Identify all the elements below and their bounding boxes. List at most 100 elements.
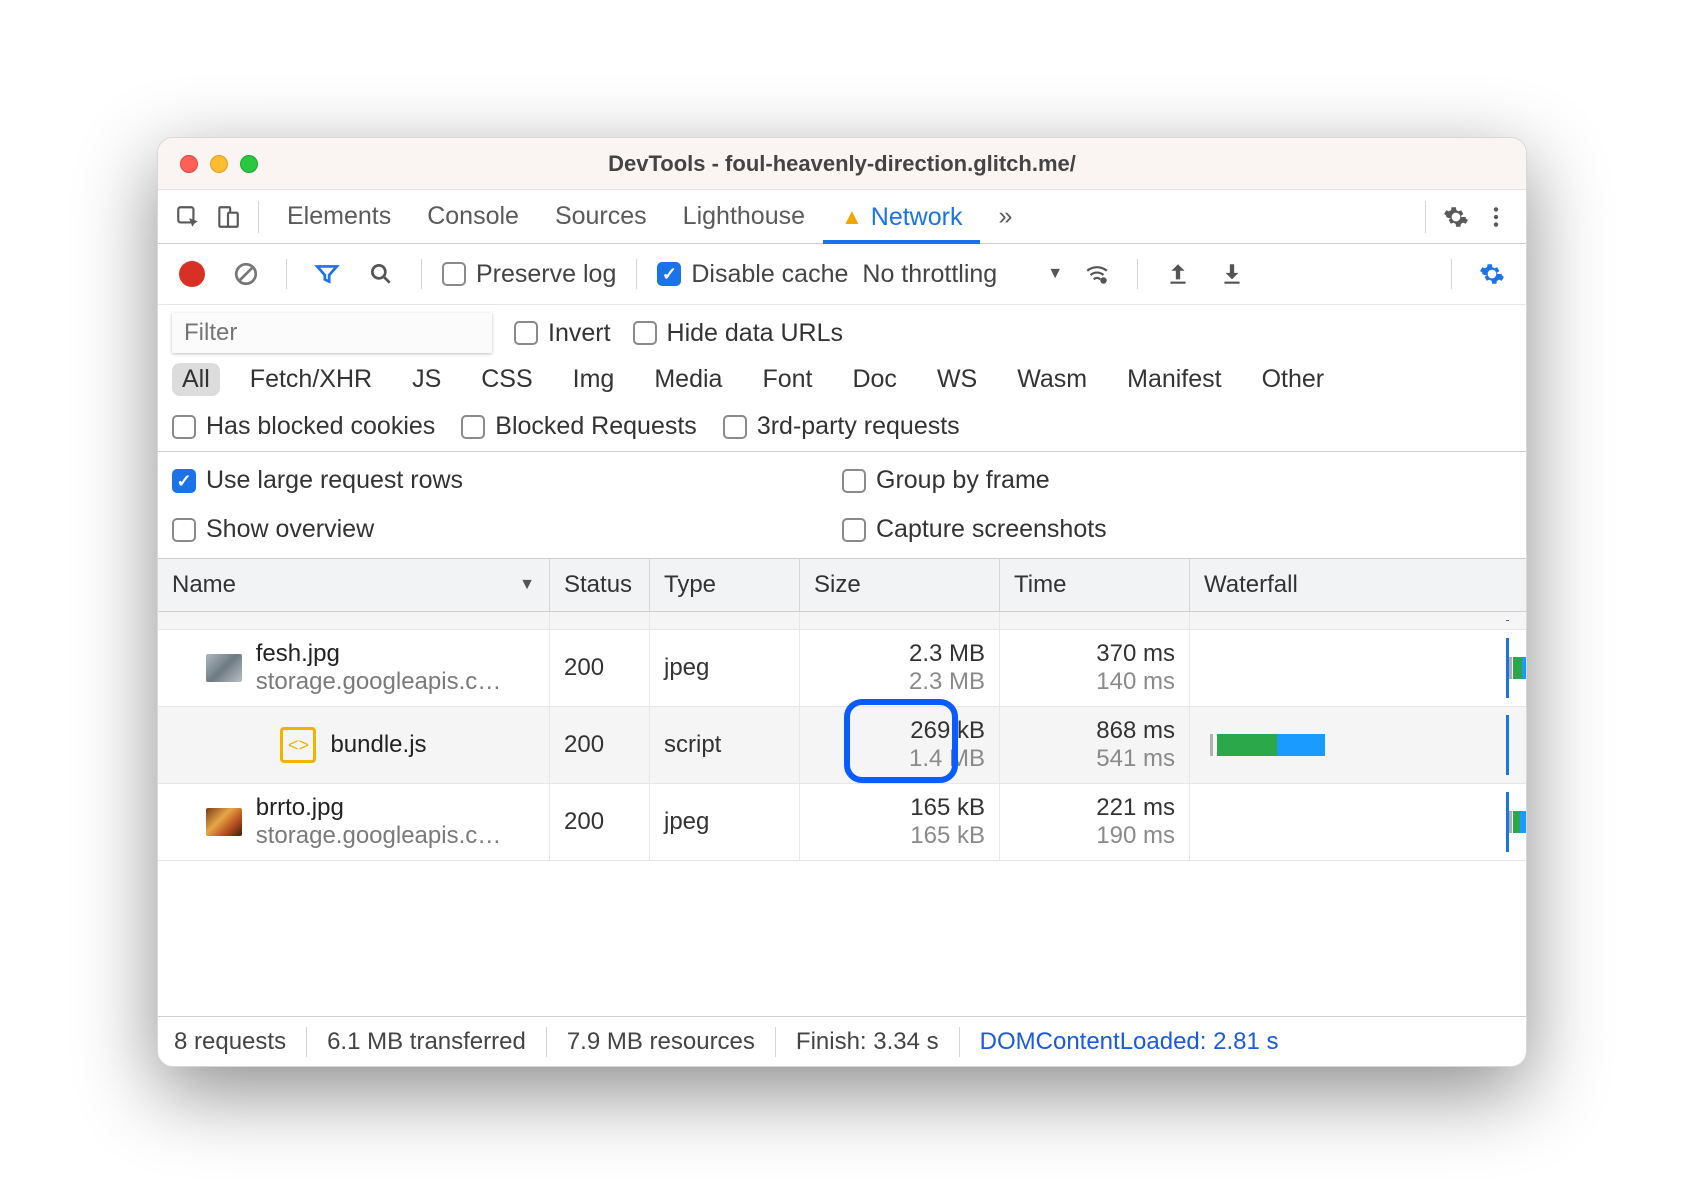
upload-har-icon[interactable] bbox=[1158, 254, 1198, 294]
filter-input[interactable] bbox=[172, 313, 492, 353]
blocked-requests-checkbox[interactable]: Blocked Requests bbox=[461, 412, 697, 441]
large-request-rows-checkbox[interactable]: Use large request rows bbox=[172, 466, 842, 495]
label: Use large request rows bbox=[206, 466, 463, 495]
cell-status: 200 bbox=[550, 630, 650, 706]
group-by-frame-checkbox[interactable]: Group by frame bbox=[842, 466, 1512, 495]
preserve-log-checkbox[interactable]: Preserve log bbox=[442, 260, 616, 289]
hide-data-urls-checkbox[interactable]: Hide data URLs bbox=[633, 319, 843, 348]
type-fetchxhr[interactable]: Fetch/XHR bbox=[240, 363, 382, 396]
waterfall-bar bbox=[1217, 734, 1325, 756]
file-name: bundle.js bbox=[330, 731, 426, 759]
request-filter-options: Has blocked cookies Blocked Requests 3rd… bbox=[158, 406, 1526, 452]
separator bbox=[1451, 259, 1452, 289]
checkbox-icon bbox=[723, 415, 747, 439]
tabs-more[interactable]: » bbox=[980, 190, 1030, 243]
filter-icon[interactable] bbox=[307, 254, 347, 294]
capture-screenshots-checkbox[interactable]: Capture screenshots bbox=[842, 515, 1512, 544]
col-label: Status bbox=[564, 571, 632, 599]
file-thumbnail-icon bbox=[206, 808, 242, 836]
search-icon[interactable] bbox=[361, 254, 401, 294]
label: 3rd-party requests bbox=[757, 412, 960, 441]
time-value: 370 ms bbox=[1096, 640, 1175, 668]
tab-label: Sources bbox=[555, 202, 647, 231]
type-other[interactable]: Other bbox=[1252, 363, 1335, 396]
cell-status: 200 bbox=[550, 707, 650, 783]
waterfall-bar bbox=[1513, 811, 1526, 833]
clear-icon[interactable] bbox=[226, 254, 266, 294]
tab-lighthouse[interactable]: Lighthouse bbox=[665, 190, 823, 243]
waterfall-tick bbox=[1210, 734, 1213, 756]
cell-size: 165 kB 165 kB bbox=[800, 784, 1000, 860]
waterfall-marker bbox=[1506, 715, 1509, 775]
tab-sources[interactable]: Sources bbox=[537, 190, 665, 243]
checkbox-icon bbox=[172, 518, 196, 542]
network-settings-icon[interactable] bbox=[1472, 254, 1512, 294]
type-all[interactable]: All bbox=[172, 363, 220, 396]
type-ws[interactable]: WS bbox=[927, 363, 987, 396]
settings-icon[interactable] bbox=[1436, 197, 1476, 237]
table-row[interactable]: <> bundle.js 200 script 269 kB 1.4 MB 86… bbox=[158, 707, 1526, 784]
table-row[interactable]: brrto.jpg storage.googleapis.c… 200 jpeg… bbox=[158, 784, 1526, 861]
checkbox-icon bbox=[442, 262, 466, 286]
separator bbox=[421, 259, 422, 289]
tab-label: Network bbox=[871, 203, 963, 232]
has-blocked-cookies-checkbox[interactable]: Has blocked cookies bbox=[172, 412, 435, 441]
tab-label: Lighthouse bbox=[683, 202, 805, 231]
col-name[interactable]: Name▼ bbox=[158, 559, 550, 611]
show-overview-checkbox[interactable]: Show overview bbox=[172, 515, 842, 544]
network-toolbar: Preserve log Disable cache No throttling… bbox=[158, 244, 1526, 305]
tab-network[interactable]: ▲ Network bbox=[823, 191, 980, 244]
inspect-element-icon[interactable] bbox=[168, 197, 208, 237]
col-label: Time bbox=[1014, 571, 1066, 599]
time-value: 221 ms bbox=[1096, 794, 1175, 822]
domcontentloaded-time: DOMContentLoaded: 2.81 s bbox=[980, 1028, 1279, 1056]
type-img[interactable]: Img bbox=[563, 363, 625, 396]
tab-label: Console bbox=[427, 202, 519, 231]
kebab-menu-icon[interactable] bbox=[1476, 197, 1516, 237]
checkbox-icon bbox=[172, 415, 196, 439]
type-doc[interactable]: Doc bbox=[842, 363, 906, 396]
cell-time: 370 ms 140 ms bbox=[1000, 630, 1190, 706]
table-row[interactable]: fesh.jpg storage.googleapis.c… 200 jpeg … bbox=[158, 630, 1526, 707]
type-value: jpeg bbox=[664, 654, 785, 682]
type-js[interactable]: JS bbox=[402, 363, 451, 396]
label: Show overview bbox=[206, 515, 374, 544]
file-name: fesh.jpg bbox=[256, 640, 501, 668]
device-toolbar-icon[interactable] bbox=[208, 197, 248, 237]
tab-elements[interactable]: Elements bbox=[269, 190, 409, 243]
cell-size: 2.3 MB 2.3 MB bbox=[800, 630, 1000, 706]
label: Blocked Requests bbox=[495, 412, 697, 441]
col-type[interactable]: Type bbox=[650, 559, 800, 611]
display-options: Use large request rows Group by frame Sh… bbox=[158, 452, 1526, 559]
resources-size: 7.9 MB resources bbox=[567, 1028, 755, 1056]
col-status[interactable]: Status bbox=[550, 559, 650, 611]
col-waterfall[interactable]: Waterfall bbox=[1190, 559, 1526, 611]
disable-cache-checkbox[interactable]: Disable cache bbox=[657, 260, 848, 289]
label: Group by frame bbox=[876, 466, 1050, 495]
checkbox-icon bbox=[842, 518, 866, 542]
requests-table: Name▼ Status Type Size Time Waterfall fe… bbox=[158, 559, 1526, 1016]
cell-name: <> bundle.js bbox=[158, 707, 550, 783]
col-time[interactable]: Time bbox=[1000, 559, 1190, 611]
request-type-filter: All Fetch/XHR JS CSS Img Media Font Doc … bbox=[158, 357, 1526, 406]
network-conditions-icon[interactable] bbox=[1077, 254, 1117, 294]
separator bbox=[1425, 201, 1426, 233]
tab-console[interactable]: Console bbox=[409, 190, 537, 243]
invert-label: Invert bbox=[548, 319, 611, 348]
type-media[interactable]: Media bbox=[644, 363, 732, 396]
col-size[interactable]: Size bbox=[800, 559, 1000, 611]
invert-checkbox[interactable]: Invert bbox=[514, 319, 611, 348]
type-font[interactable]: Font bbox=[752, 363, 822, 396]
third-party-requests-checkbox[interactable]: 3rd-party requests bbox=[723, 412, 960, 441]
checkbox-icon bbox=[514, 321, 538, 345]
file-host: storage.googleapis.c… bbox=[256, 822, 501, 850]
download-har-icon[interactable] bbox=[1212, 254, 1252, 294]
throttling-label: No throttling bbox=[862, 260, 997, 289]
cell-status: 200 bbox=[550, 784, 650, 860]
checkbox-icon bbox=[461, 415, 485, 439]
record-button[interactable] bbox=[172, 254, 212, 294]
throttling-select[interactable]: No throttling ▼ bbox=[862, 260, 1063, 289]
type-css[interactable]: CSS bbox=[471, 363, 542, 396]
type-manifest[interactable]: Manifest bbox=[1117, 363, 1231, 396]
type-wasm[interactable]: Wasm bbox=[1007, 363, 1097, 396]
